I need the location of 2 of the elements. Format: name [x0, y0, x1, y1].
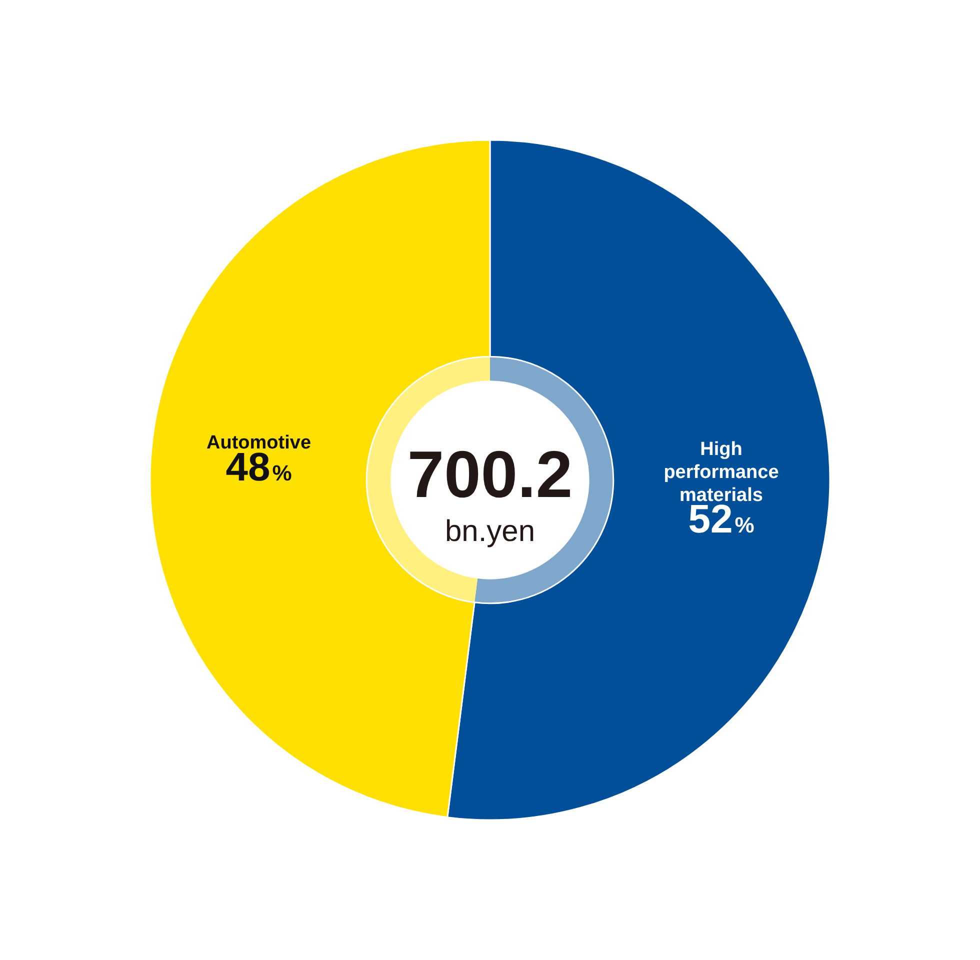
text: bn.yen [444, 515, 536, 548]
text: 700.2 [407, 437, 573, 511]
